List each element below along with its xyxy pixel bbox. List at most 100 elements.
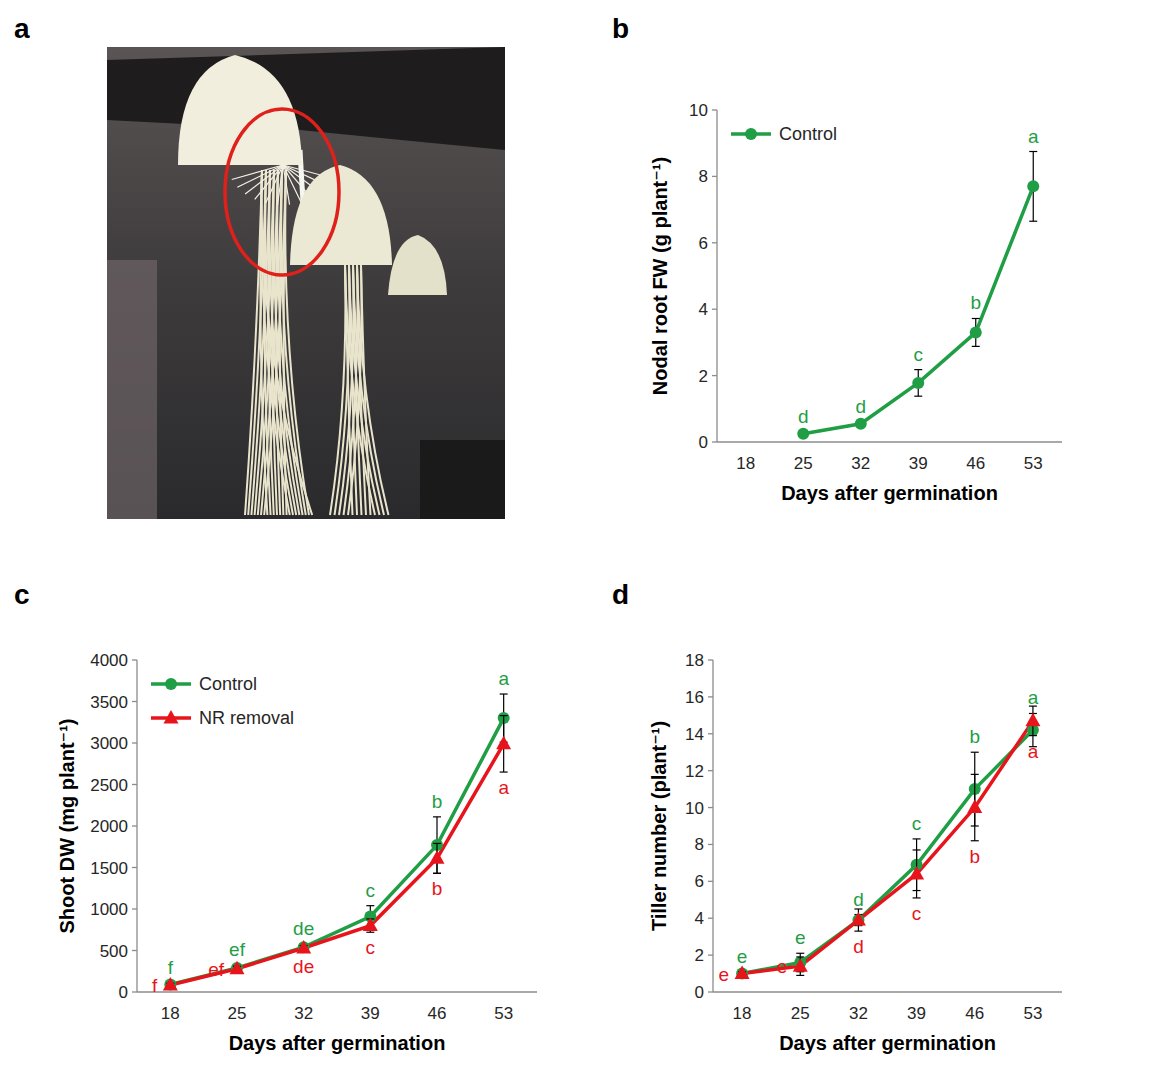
point bbox=[909, 866, 924, 880]
significance-letter: a bbox=[498, 668, 509, 689]
chart: 0246810182532394653Days after germinatio… bbox=[649, 101, 1062, 504]
error-cap bbox=[971, 774, 979, 775]
error-cap bbox=[796, 975, 804, 976]
series-line bbox=[742, 730, 1033, 973]
significance-letter: ef bbox=[208, 959, 225, 980]
error-cap bbox=[854, 931, 862, 932]
x-axis bbox=[713, 991, 1062, 992]
marks bbox=[163, 694, 511, 991]
x-tick-label: 46 bbox=[965, 1004, 984, 1023]
y-tick bbox=[132, 701, 137, 702]
point bbox=[970, 326, 982, 338]
foam bbox=[388, 235, 447, 295]
root bbox=[264, 170, 286, 515]
root-hair bbox=[237, 165, 283, 187]
significance-letter: e bbox=[737, 946, 748, 967]
point bbox=[793, 958, 808, 972]
point bbox=[363, 918, 378, 932]
y-tick-label: 8 bbox=[699, 167, 708, 186]
panel-letter: c bbox=[14, 579, 30, 610]
foam bbox=[290, 165, 392, 265]
error-cap bbox=[433, 873, 441, 874]
y-axis bbox=[716, 110, 717, 442]
error-cap bbox=[796, 956, 804, 957]
y-tick bbox=[708, 770, 713, 771]
error-cap bbox=[366, 905, 374, 906]
x-tick-label: 32 bbox=[849, 1004, 868, 1023]
legend-label: Control bbox=[199, 674, 257, 694]
labels: eedcbaeedcba bbox=[719, 687, 1039, 984]
point bbox=[296, 940, 311, 954]
y-tick-label: 2000 bbox=[90, 817, 128, 836]
legend: Control NR removal bbox=[151, 674, 294, 728]
y-tick-label: 10 bbox=[689, 101, 708, 120]
y-tick bbox=[712, 441, 717, 442]
significance-letter: e bbox=[777, 956, 788, 977]
significance-letter: c bbox=[366, 937, 376, 958]
background-object bbox=[420, 440, 505, 519]
significance-letter: d bbox=[798, 406, 809, 427]
y-axis-title: Tiller number (plant⁻¹) bbox=[648, 721, 670, 931]
y-tick bbox=[708, 991, 713, 992]
significance-letter: e bbox=[795, 927, 806, 948]
error-cap bbox=[366, 932, 374, 933]
y-tick-label: 10 bbox=[685, 799, 704, 818]
x-tick-label: 25 bbox=[791, 1004, 810, 1023]
y-axis bbox=[712, 660, 713, 992]
significance-letter: c bbox=[912, 813, 922, 834]
y-tick bbox=[132, 659, 137, 660]
point bbox=[230, 961, 245, 975]
significance-letter: b bbox=[432, 878, 443, 899]
y-tick-label: 2 bbox=[699, 367, 708, 386]
x-tick-label: 32 bbox=[851, 454, 870, 473]
significance-letter: d bbox=[853, 889, 864, 910]
legend-label: NR removal bbox=[199, 708, 294, 728]
error-cap bbox=[433, 873, 441, 874]
point bbox=[735, 966, 750, 980]
labels: ddcba bbox=[798, 126, 1039, 428]
x-tick-label: 46 bbox=[428, 1004, 447, 1023]
point bbox=[967, 800, 982, 814]
photo bbox=[107, 47, 505, 519]
legend-marker bbox=[164, 710, 179, 724]
significance-letter: f bbox=[152, 975, 158, 996]
x-tick-label: 25 bbox=[794, 454, 813, 473]
significance-letter: b bbox=[432, 791, 443, 812]
x-tick-label: 39 bbox=[907, 1004, 926, 1023]
significance-letter: b bbox=[969, 846, 980, 867]
significance-letter: de bbox=[293, 956, 314, 977]
y-tick-label: 14 bbox=[685, 725, 704, 744]
significance-letter: c bbox=[912, 903, 922, 924]
significance-letter: de bbox=[293, 918, 314, 939]
root-hair bbox=[245, 165, 283, 194]
error-cap bbox=[1029, 221, 1037, 222]
legend-label: Control bbox=[779, 124, 837, 144]
x-tick-label: 53 bbox=[1024, 454, 1043, 473]
significance-letter: b bbox=[970, 292, 981, 313]
panel-letter: b bbox=[612, 13, 629, 44]
y-tick-label: 1500 bbox=[90, 859, 128, 878]
y-tick-label: 3000 bbox=[90, 734, 128, 753]
y-tick bbox=[132, 991, 137, 992]
x-axis-title: Days after germination bbox=[781, 482, 998, 504]
x-tick-label: 25 bbox=[228, 1004, 247, 1023]
point bbox=[1027, 180, 1039, 192]
legend: Control bbox=[731, 124, 837, 144]
point bbox=[1025, 713, 1040, 727]
error-cap bbox=[500, 715, 508, 716]
error-cap bbox=[500, 771, 508, 772]
y-tick-label: 0 bbox=[119, 983, 128, 1002]
significance-letter: c bbox=[366, 880, 376, 901]
y-tick-label: 4 bbox=[699, 300, 708, 319]
y-axis-title: Shoot DW (mg plant⁻¹) bbox=[56, 719, 78, 934]
y-tick-label: 2500 bbox=[90, 776, 128, 795]
y-tick-label: 4000 bbox=[90, 651, 128, 670]
background-object bbox=[107, 260, 157, 519]
y-tick-label: 0 bbox=[699, 433, 708, 452]
error-cap bbox=[433, 816, 441, 817]
series-line bbox=[170, 718, 503, 984]
error-cap bbox=[913, 897, 921, 898]
error-cap bbox=[972, 346, 980, 347]
y-tick-label: 8 bbox=[695, 835, 704, 854]
series-line bbox=[170, 744, 503, 985]
